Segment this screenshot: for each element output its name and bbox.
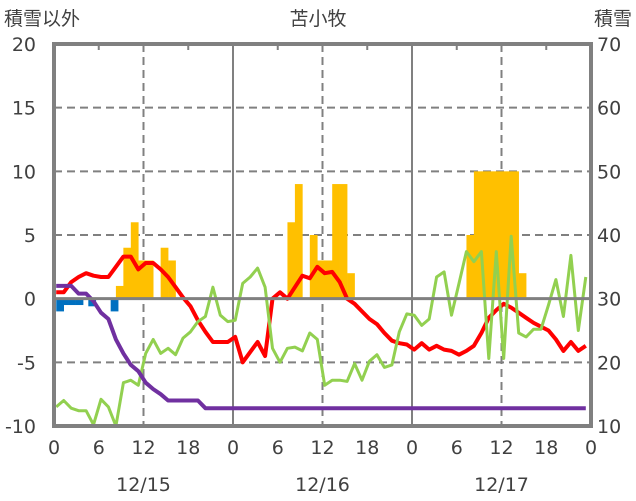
yellow-bar	[123, 247, 132, 299]
yellow-bar	[324, 260, 333, 299]
x-tick-label: 6	[93, 437, 105, 459]
blue-bar	[68, 298, 76, 306]
x-tick-label: 12	[310, 437, 334, 459]
date-label: 12/16	[295, 474, 350, 496]
right-tick-label: 60	[597, 98, 621, 120]
yellow-bar	[503, 171, 512, 299]
lines	[55, 234, 588, 428]
left-tick-label: 10	[12, 161, 36, 183]
x-tick-label: 6	[272, 437, 284, 459]
yellow-bar	[481, 171, 490, 299]
right-tick-label: 10	[597, 416, 621, 438]
purple-line	[56, 283, 586, 411]
yellow-bar	[145, 260, 154, 299]
yellow-bar	[287, 222, 296, 299]
yellow-bar	[294, 184, 303, 299]
yellow-bar	[339, 184, 348, 299]
x-tick-label: 18	[355, 437, 379, 459]
yellow-bar	[115, 285, 124, 299]
left-axis-title: 積雪以外	[4, 8, 80, 30]
x-tick-label: 0	[585, 437, 597, 459]
yellow-bar	[518, 273, 527, 299]
right-tick-label: 50	[597, 161, 621, 183]
yellow-bar	[488, 171, 497, 299]
x-tick-label: 0	[48, 437, 60, 459]
right-axis-title: 積雪	[594, 8, 632, 30]
left-tick-label: 15	[12, 98, 36, 120]
date-label: 12/17	[474, 474, 529, 496]
right-tick-label: 70	[597, 34, 621, 56]
left-tick-label: 5	[24, 225, 36, 247]
blue-bar	[110, 298, 119, 312]
yellow-bar	[466, 235, 475, 299]
date-label: 12/15	[116, 474, 171, 496]
yellow-bar	[347, 273, 355, 299]
right-tick-label: 20	[597, 352, 621, 374]
chart-title: 苫小牧	[289, 8, 346, 30]
left-tick-label: 20	[12, 34, 36, 56]
yellow-bar	[138, 260, 147, 299]
x-tick-label: 18	[534, 437, 558, 459]
left-tick-label: -5	[17, 352, 36, 374]
x-tick-label: 6	[451, 437, 463, 459]
red-line	[56, 254, 587, 365]
blue-bar	[60, 298, 69, 306]
yellow-bar	[332, 184, 340, 299]
blue-bar	[56, 298, 64, 312]
x-tick-label: 12	[131, 437, 155, 459]
left-tick-label: 0	[24, 289, 36, 311]
yellow-bar	[496, 171, 505, 299]
left-tick-label: -10	[5, 416, 36, 438]
x-tick-label: 0	[406, 437, 418, 459]
blue-bar	[75, 298, 84, 306]
yellow-bar	[511, 171, 519, 299]
green-line	[55, 234, 588, 428]
axes	[52, 42, 593, 428]
x-tick-label: 0	[227, 437, 239, 459]
yellow-bar	[317, 260, 326, 299]
right-tick-label: 40	[597, 225, 621, 247]
yellow-bar	[473, 171, 482, 299]
x-tick-label: 18	[176, 437, 200, 459]
yellow-bar	[309, 235, 318, 299]
x-tick-label: 12	[489, 437, 513, 459]
plot-frame	[52, 42, 593, 428]
right-tick-label: 30	[597, 289, 621, 311]
